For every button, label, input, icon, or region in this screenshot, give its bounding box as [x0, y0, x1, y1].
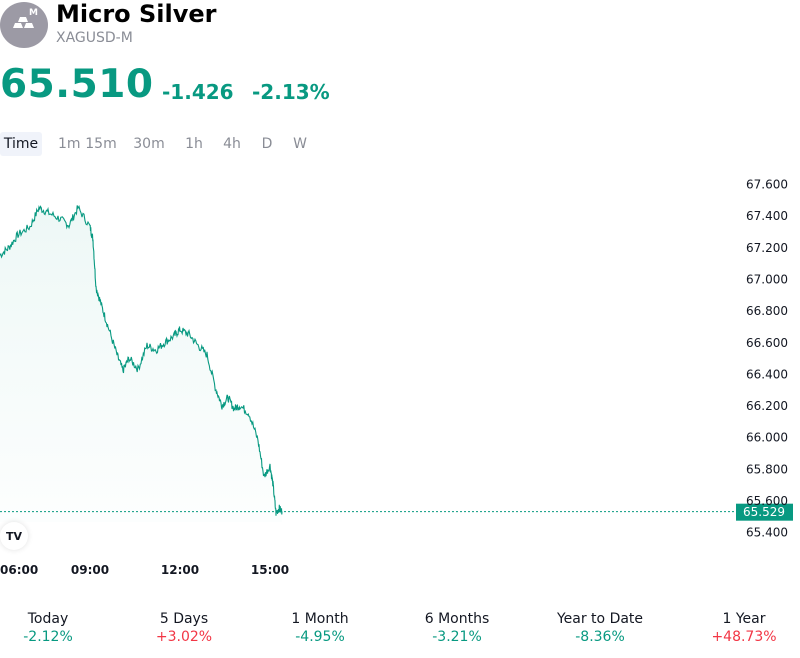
perf-6-months[interactable]: 6 Months -3.21%: [402, 611, 512, 645]
perf-1-month[interactable]: 1 Month -4.95%: [265, 611, 375, 645]
price-change-percent: -2.13%: [252, 80, 330, 104]
tab-1m[interactable]: 1m: [58, 136, 81, 152]
perf-value: -2.12%: [23, 629, 73, 645]
silver-bars-icon: [13, 17, 34, 28]
perf-label: 6 Months: [424, 611, 490, 627]
perf-label: Today: [27, 611, 69, 627]
last-price-tag: [736, 503, 793, 521]
y-tick-label: 66.200: [746, 399, 788, 413]
perf-value: -3.21%: [432, 629, 482, 645]
perf-year-to-date[interactable]: Year to Date -8.36%: [545, 611, 655, 645]
y-tick-label: 67.600: [746, 178, 788, 192]
y-tick-label: 65.800: [746, 462, 788, 476]
y-tick-label: 65.600: [746, 494, 788, 508]
perf-label: 1 Year: [722, 611, 766, 627]
y-tick-label: 67.000: [746, 273, 788, 287]
tab-w[interactable]: W: [293, 136, 307, 152]
symbol-logo: M: [0, 2, 48, 48]
last-price: 65.510: [0, 62, 154, 107]
price-change: -1.426: [162, 80, 234, 104]
x-tick-label: 06:00: [0, 563, 38, 577]
timeframe-tabs: Time 1m 15m 30m 1h 4h D W: [0, 132, 308, 156]
tab-d[interactable]: D: [261, 136, 273, 152]
tab-30m[interactable]: 30m: [133, 136, 165, 152]
y-tick-label: 66.600: [746, 336, 788, 350]
price-line: [0, 204, 283, 516]
y-tick-label: 66.800: [746, 304, 788, 318]
tab-4h[interactable]: 4h: [223, 136, 241, 152]
perf-value: -4.95%: [295, 629, 345, 645]
perf-value: +3.02%: [155, 629, 213, 645]
tradingview-logo[interactable]: TV: [0, 522, 28, 550]
y-tick-label: 66.000: [746, 431, 788, 445]
y-tick-label: 67.400: [746, 209, 788, 223]
perf-label: 5 Days: [159, 611, 209, 627]
perf-label: Year to Date: [556, 611, 644, 627]
perf-value: +48.73%: [711, 629, 777, 645]
perf-today[interactable]: Today -2.12%: [0, 611, 103, 645]
perf-value: -8.36%: [575, 629, 625, 645]
x-tick-label: 12:00: [161, 563, 199, 577]
logo-badge-letter: M: [29, 8, 38, 18]
perf-label: 1 Month: [291, 611, 349, 627]
price-chart[interactable]: 65.529 67.600 67.400 67.200 67.000 66.800 66.6…: [0, 170, 800, 590]
perf-1-year[interactable]: 1 Year +48.73%: [689, 611, 799, 645]
instrument-symbol: XAGUSD-M: [56, 30, 133, 46]
y-tick-label: 65.400: [746, 526, 788, 540]
y-tick-label: 67.200: [746, 241, 788, 255]
tab-1h[interactable]: 1h: [185, 136, 203, 152]
tab-time[interactable]: Time: [0, 132, 42, 156]
instrument-title: Micro Silver: [56, 0, 217, 28]
tab-15m[interactable]: 15m: [85, 136, 117, 152]
x-tick-label: 09:00: [71, 563, 109, 577]
perf-5-days[interactable]: 5 Days +3.02%: [129, 611, 239, 645]
y-tick-label: 66.400: [746, 367, 788, 381]
x-tick-label: 15:00: [251, 563, 289, 577]
last-price-label: 65.529: [743, 505, 785, 519]
